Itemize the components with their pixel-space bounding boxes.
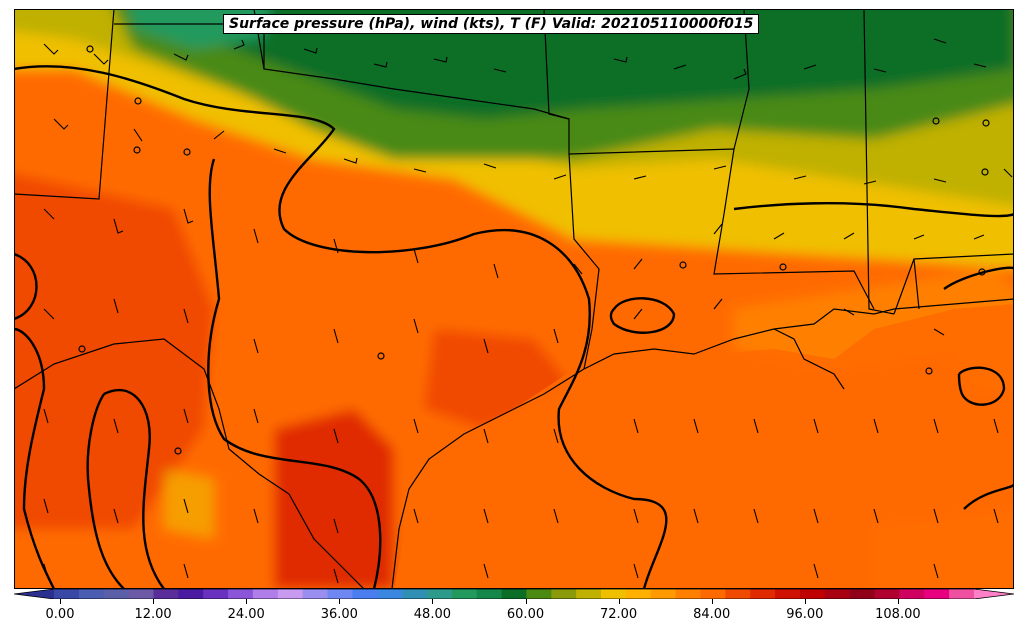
colorbar-tick [339,599,341,604]
colorbar-segment [775,589,801,599]
colorbar-segment [178,589,204,599]
colorbar-tick-label: 48.00 [413,607,451,622]
colorbar-segment [476,589,503,599]
colorbar-tick [711,599,713,604]
gulf-of-mexico [394,304,1014,589]
colorbar-segment [625,589,652,599]
colorbar-segment [526,589,552,599]
colorbar-tick [804,599,806,604]
colorbar-segment [203,589,229,599]
colorbar-tick [246,599,248,604]
colorbar [14,589,1014,599]
colorbar-segment [924,589,950,599]
colorbar-tick-label: 12.00 [134,607,172,622]
colorbar-tick-label: 0.00 [45,607,75,622]
wind-barbs [43,38,1013,584]
colorbar-segment [725,589,751,599]
colorbar-segment [54,589,80,599]
colorbar-tick [60,599,61,604]
colorbar-segment [352,589,378,599]
isobars [14,65,1014,589]
colorbar-arrow-right [974,589,1014,599]
colorbar-segment [799,589,826,599]
colorbar-segment [700,589,726,599]
colorbar-segment [650,589,677,599]
colorbar-tick-label: 108.00 [875,607,921,622]
colorbar-tick-label: 60.00 [506,607,545,622]
colorbar-segment [899,589,925,599]
colorbar-segment [153,589,179,599]
colorbar-segment [228,589,254,599]
colorbar-tick [153,599,155,604]
colorbar-segment [874,589,900,599]
colorbar-segment [252,589,279,599]
colorbar-segment [103,589,130,599]
colorbar-segment [78,589,105,599]
colorbar-segment [849,589,876,599]
colorbar-segment [302,589,329,599]
colorbar-segment [377,589,403,599]
colorbar-segment [675,589,701,599]
colorbar-segment [824,589,851,599]
colorbar-segment [949,589,975,599]
colorbar-tick [618,599,620,604]
colorbar-tick-label: 36.00 [320,607,358,622]
colorbar-segment [601,589,627,599]
colorbar-segment [551,589,577,599]
weather-map [14,9,1014,589]
colorbar-arrow-left [14,589,54,599]
map-title: Surface pressure (hPa), wind (kts), T (F… [223,14,760,34]
colorbar-segment [128,589,154,599]
colorbar-tick [897,599,899,604]
colorbar-segment [451,589,478,599]
calm-wind-circles [78,45,990,455]
colorbar-segment [750,589,776,599]
colorbar-tick [525,599,527,604]
colorbar-tick-label: 96.00 [786,607,824,622]
colorbar-tick-label: 24.00 [227,607,265,622]
colorbar-segment [277,589,304,599]
colorbar-tick [432,599,434,604]
colorbar-tick-label: 72.00 [599,607,638,622]
colorbar-segment [402,589,428,599]
colorbar-segment [501,589,527,599]
colorbar-segment [576,589,602,599]
colorbar-segment [426,589,453,599]
colorbar-segment [327,589,353,599]
colorbar-tick-label: 84.00 [693,607,731,622]
